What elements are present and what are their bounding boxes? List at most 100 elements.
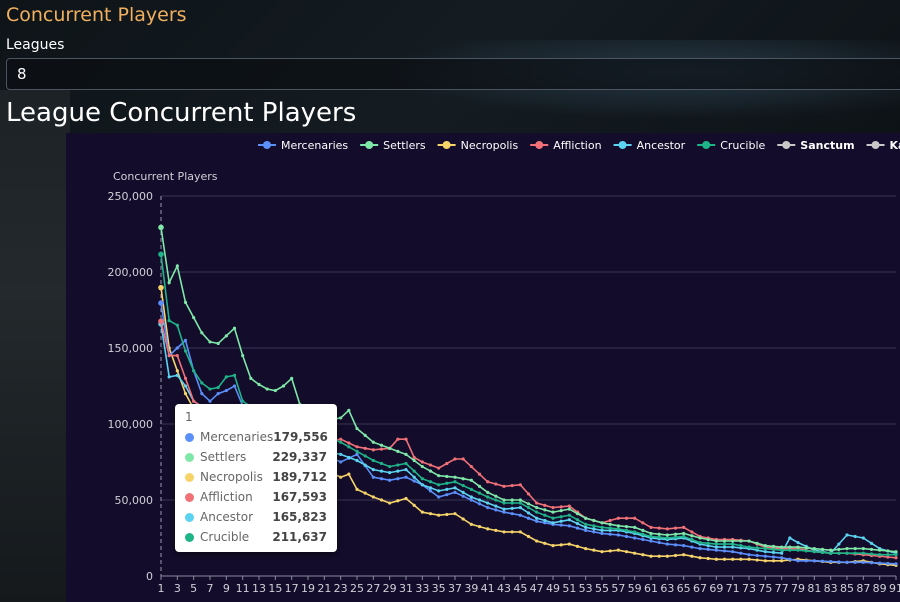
x-tick-label: 43 <box>497 582 511 595</box>
data-point-necropolis <box>158 284 164 291</box>
data-point-crucible <box>592 524 596 528</box>
data-point-mercenaries <box>224 388 228 393</box>
data-point-necropolis <box>657 554 661 558</box>
data-point-settlers <box>216 341 220 346</box>
data-point-necropolis <box>616 548 620 552</box>
data-point-ancestor <box>347 455 351 460</box>
data-point-mercenaries <box>355 452 359 456</box>
data-point-settlers <box>273 388 277 393</box>
data-point-mercenaries <box>788 557 792 561</box>
y-axis-label: Concurrent Players <box>113 170 218 183</box>
x-tick-label: 1 <box>158 582 165 595</box>
data-point-crucible <box>183 349 188 353</box>
data-point-settlers <box>771 544 776 548</box>
legend-marker-kalandra <box>871 141 880 149</box>
data-point-ancestor <box>428 486 433 490</box>
data-point-crucible <box>788 548 792 552</box>
data-point-necropolis <box>600 550 604 554</box>
data-point-settlers <box>461 477 465 481</box>
data-point-settlers <box>249 376 253 380</box>
data-point-crucible <box>869 552 874 556</box>
data-point-crucible <box>388 464 392 469</box>
tooltip-series-name: Settlers <box>200 450 247 464</box>
x-tick-label: 27 <box>366 582 380 595</box>
data-point-crucible <box>804 549 808 553</box>
data-point-affliction <box>420 460 424 464</box>
data-point-settlers <box>633 525 637 529</box>
data-point-crucible <box>232 373 237 377</box>
data-point-affliction <box>371 448 375 452</box>
data-point-necropolis <box>379 498 384 502</box>
data-point-crucible <box>445 481 449 485</box>
data-point-settlers <box>649 531 653 536</box>
tooltip-row-crucible: Crucible 211,637 <box>185 527 327 547</box>
data-point-ancestor <box>339 452 343 456</box>
data-point-crucible <box>486 495 490 499</box>
data-point-affliction <box>567 504 571 508</box>
data-point-crucible <box>371 458 375 463</box>
data-point-ancestor <box>600 528 604 532</box>
leagues-input[interactable] <box>6 58 900 90</box>
data-point-mercenaries <box>567 524 571 528</box>
data-point-settlers <box>673 532 678 536</box>
data-point-mercenaries <box>780 556 784 560</box>
tooltip-dot <box>185 532 194 542</box>
data-point-ancestor <box>445 487 449 491</box>
data-point-ancestor <box>175 373 179 377</box>
data-point-necropolis <box>584 547 588 551</box>
data-point-settlers <box>379 443 384 447</box>
data-point-affliction <box>502 484 506 488</box>
data-point-ancestor <box>845 533 849 537</box>
data-point-necropolis <box>755 558 759 562</box>
data-point-mercenaries <box>812 559 816 563</box>
y-tick-label: 50,000 <box>115 494 154 507</box>
data-point-crucible <box>192 369 196 373</box>
data-point-ancestor <box>453 486 457 490</box>
data-point-mercenaries <box>853 560 857 564</box>
x-tick-label: 55 <box>595 582 609 595</box>
legend-label-settlers: Settlers <box>383 139 426 152</box>
data-point-mercenaries <box>584 528 588 532</box>
data-point-settlers <box>886 549 890 553</box>
data-point-affliction <box>404 437 408 441</box>
data-point-mercenaries <box>665 542 669 546</box>
legend-marker-ancestor <box>618 141 627 149</box>
data-point-crucible <box>722 542 727 546</box>
data-point-ancestor <box>502 507 506 511</box>
data-point-settlers <box>535 506 539 510</box>
data-point-ancestor <box>437 489 441 493</box>
data-point-crucible <box>731 542 735 546</box>
legend-label-affliction: Affliction <box>553 139 601 152</box>
data-point-ancestor <box>477 498 482 502</box>
data-point-settlers <box>878 548 882 552</box>
data-point-mercenaries <box>886 561 890 566</box>
data-point-mercenaries <box>869 561 874 565</box>
data-point-crucible <box>437 483 441 487</box>
data-point-settlers <box>624 525 629 529</box>
data-point-affliction <box>167 354 171 358</box>
data-point-settlers <box>731 539 735 543</box>
data-point-necropolis <box>502 530 506 534</box>
data-point-necropolis <box>641 553 645 557</box>
data-point-ancestor <box>771 550 776 555</box>
data-point-mercenaries <box>559 523 563 527</box>
data-point-crucible <box>167 319 171 323</box>
data-point-settlers <box>845 547 849 551</box>
data-point-settlers <box>543 508 547 512</box>
x-tick-label: 17 <box>285 582 299 595</box>
background-figure <box>0 90 70 602</box>
data-point-necropolis <box>763 559 767 563</box>
data-point-crucible <box>739 544 743 548</box>
data-point-crucible <box>755 546 759 550</box>
data-point-affliction <box>633 516 637 520</box>
x-tick-label: 35 <box>432 582 446 595</box>
data-point-mercenaries <box>445 493 449 497</box>
data-point-mercenaries <box>502 510 506 514</box>
data-point-settlers <box>437 474 441 478</box>
data-point-necropolis <box>363 491 367 495</box>
data-point-affliction <box>649 525 653 529</box>
data-point-mercenaries <box>657 540 661 545</box>
data-point-settlers <box>714 539 718 543</box>
data-point-ancestor <box>420 483 424 487</box>
x-tick-label: 59 <box>628 582 642 595</box>
